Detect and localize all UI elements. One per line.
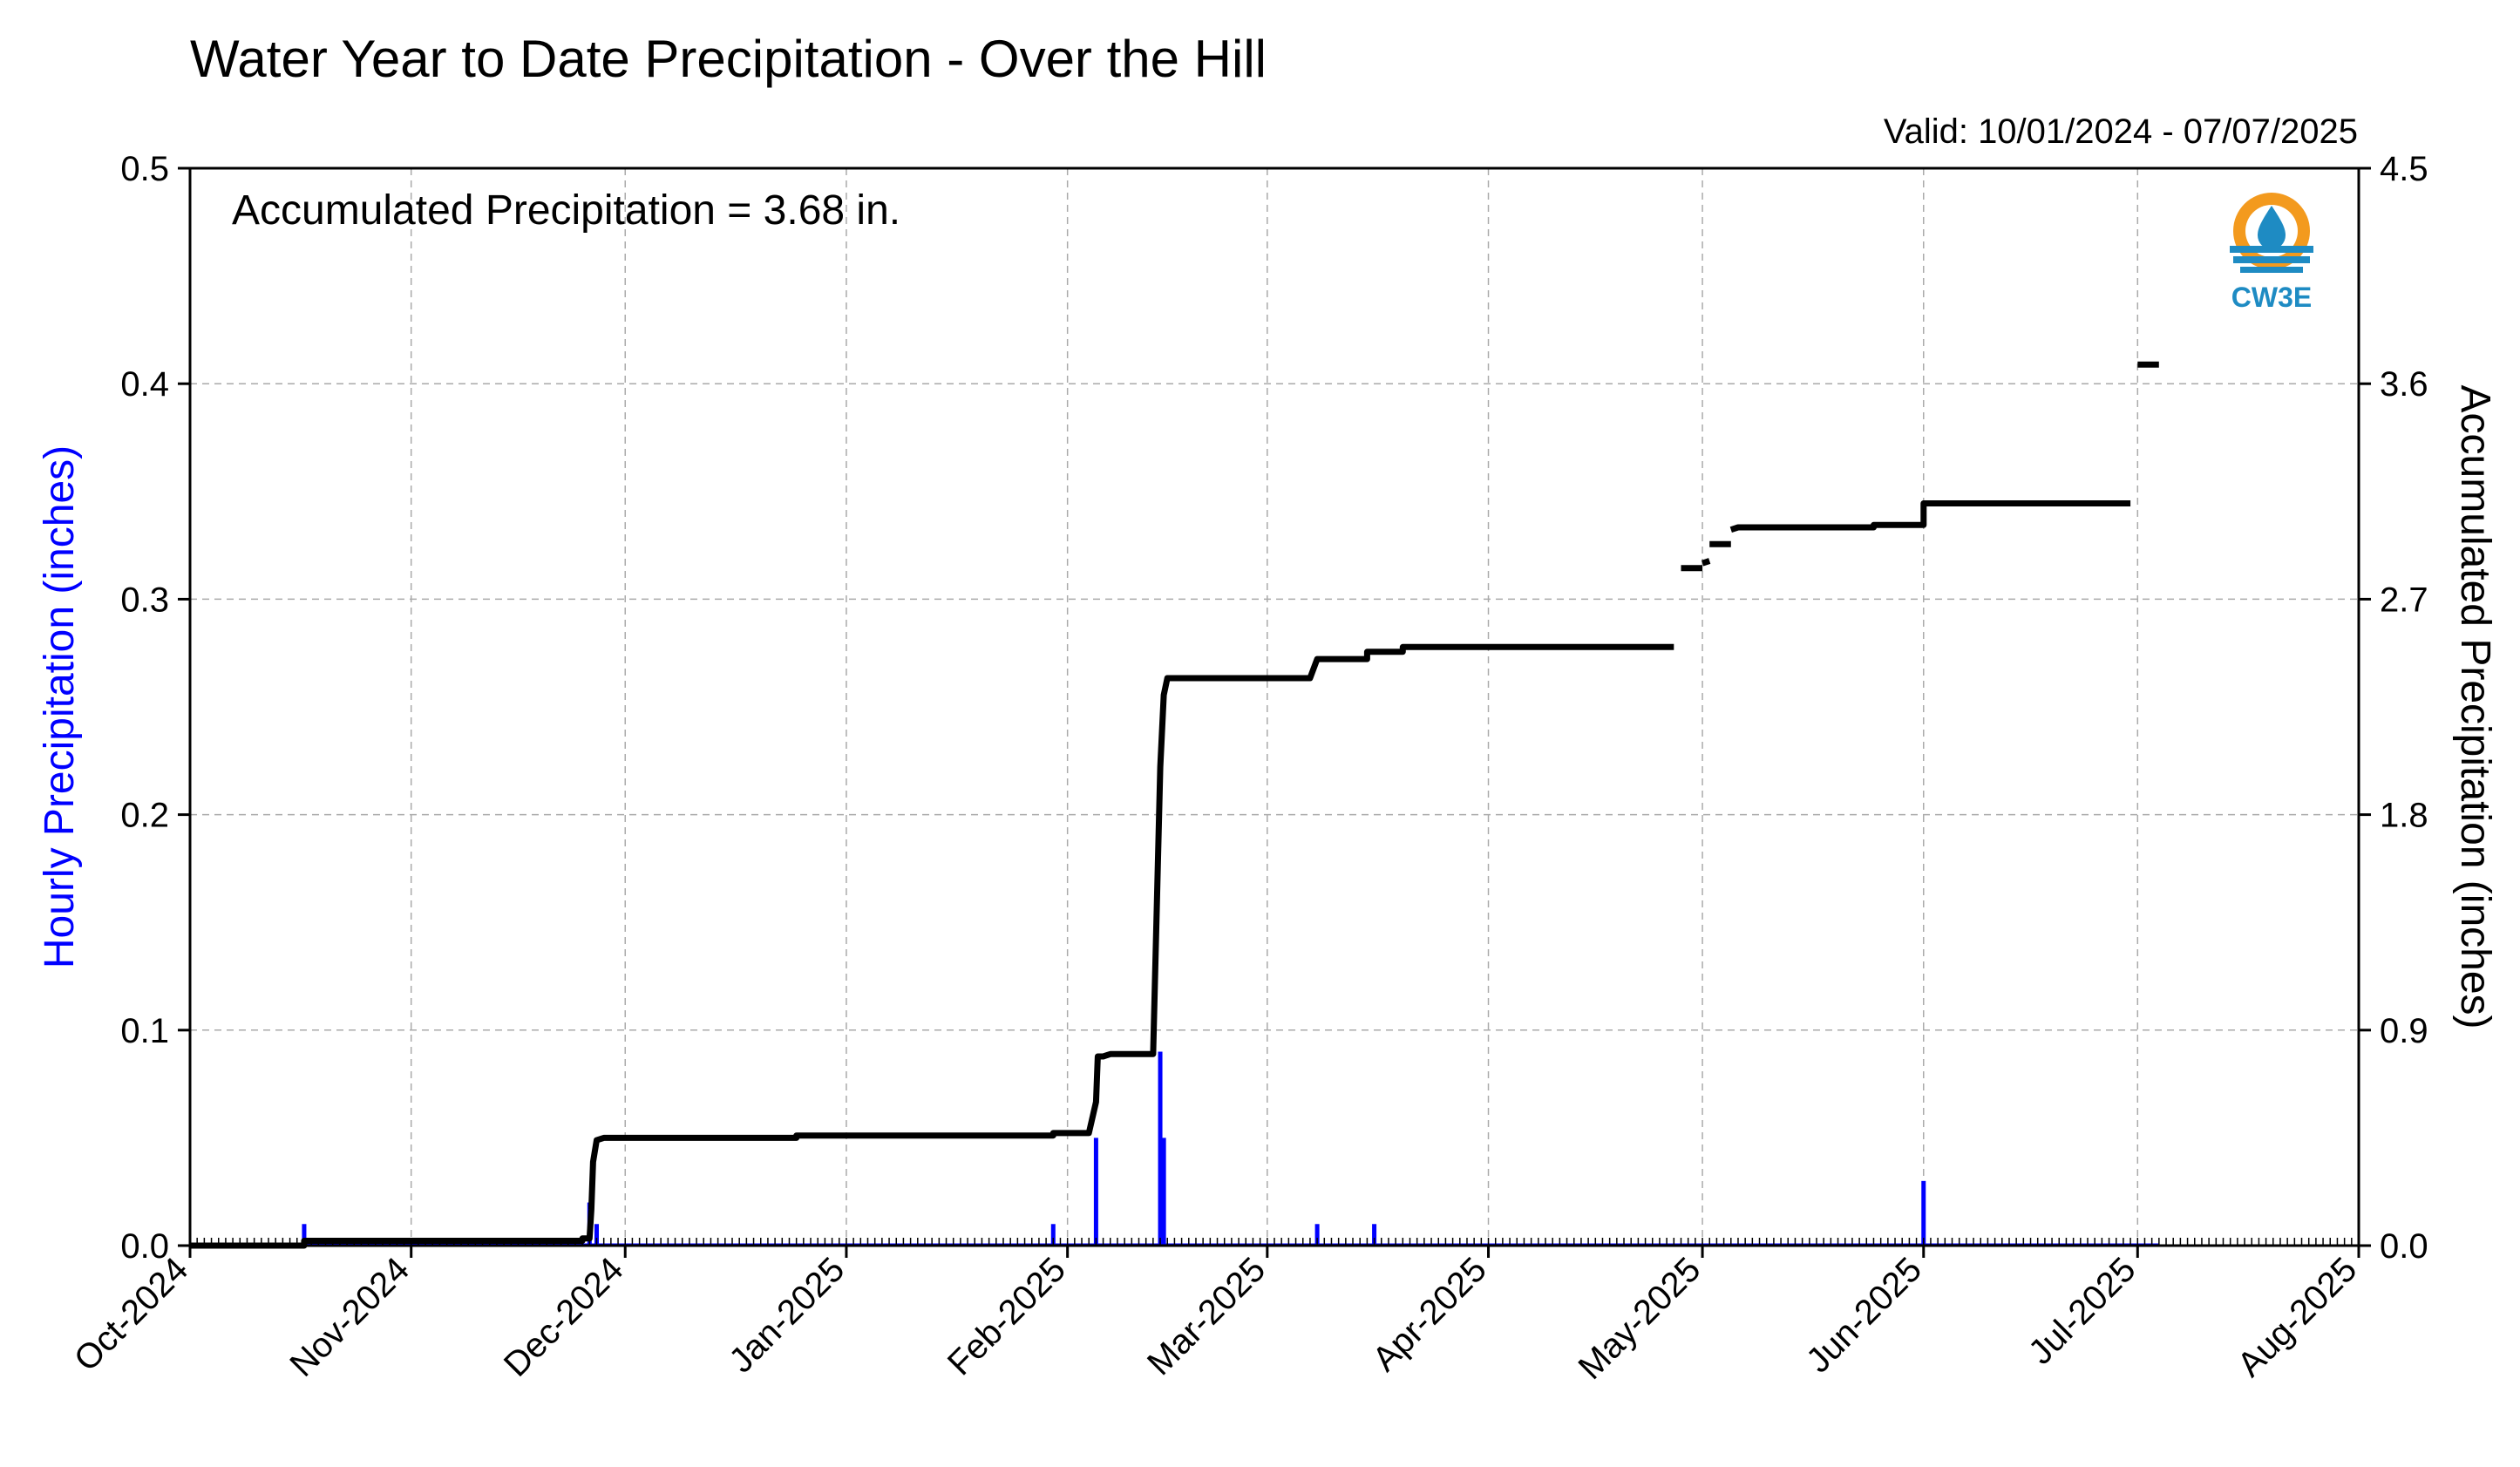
hourly-bar xyxy=(594,1224,599,1246)
y-right-tick-label: 2.7 xyxy=(2380,581,2428,619)
logo-wave-3 xyxy=(2240,267,2303,273)
logo-drop-icon xyxy=(2258,206,2286,249)
y-right-tick-label: 0.0 xyxy=(2380,1227,2428,1266)
y-left-tick-label: 0.4 xyxy=(120,365,169,404)
y-right-tick-label: 0.9 xyxy=(2380,1012,2428,1050)
y-left-tick-label: 0.5 xyxy=(120,150,169,188)
y-axis-left: 0.0 0.1 0.2 0.3 0.4 0.5 xyxy=(120,150,190,1266)
hourly-bar xyxy=(1050,1224,1056,1246)
hourly-bar xyxy=(1372,1224,1377,1246)
logo-wave-1 xyxy=(2230,246,2313,253)
hourly-bar xyxy=(302,1224,307,1246)
valid-date-range: Valid: 10/01/2024 - 07/07/2025 xyxy=(1884,112,2358,151)
y-axis-right: 0.0 0.9 1.8 2.7 3.6 4.5 xyxy=(2359,150,2428,1266)
y-axis-left-label: Hourly Precipitation (inches) xyxy=(37,445,83,968)
logo-label: CW3E xyxy=(2231,282,2312,313)
hourly-bar xyxy=(1093,1138,1098,1246)
grid xyxy=(190,168,2359,1246)
chart-title: Water Year to Date Precipitation - Over … xyxy=(190,30,1267,88)
y-right-tick-label: 3.6 xyxy=(2380,365,2428,404)
logo-wave-2 xyxy=(2233,256,2310,263)
y-axis-right-label: Accumulated Precipitation (inches) xyxy=(2452,384,2498,1029)
y-left-tick-label: 0.2 xyxy=(120,797,169,835)
y-right-tick-label: 1.8 xyxy=(2380,797,2428,835)
accumulated-segment xyxy=(1729,500,2131,533)
cw3e-logo: CW3E xyxy=(2230,193,2313,313)
y-left-tick-label: 0.3 xyxy=(120,581,169,619)
y-left-tick-label: 0.1 xyxy=(120,1012,169,1050)
hourly-bar xyxy=(1314,1224,1320,1246)
y-left-tick-label: 0.0 xyxy=(120,1227,169,1266)
hourly-bar xyxy=(1158,1051,1163,1246)
hourly-bar xyxy=(1921,1180,1926,1246)
accumulated-total-annotation: Accumulated Precipitation = 3.68 in. xyxy=(232,187,900,234)
hourly-bar xyxy=(1161,1138,1166,1246)
accumulated-segment xyxy=(1701,558,1711,567)
y-right-tick-label: 4.5 xyxy=(2380,150,2428,188)
